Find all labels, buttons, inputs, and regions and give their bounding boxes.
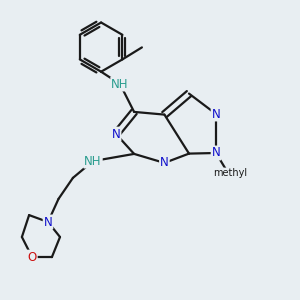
Text: N: N (44, 215, 52, 229)
Text: O: O (28, 250, 37, 264)
Text: methyl: methyl (213, 168, 247, 178)
Text: NH: NH (84, 154, 102, 168)
Text: N: N (212, 107, 220, 121)
Text: N: N (112, 128, 121, 141)
Text: N: N (160, 156, 169, 170)
Text: N: N (212, 146, 220, 160)
Text: NH: NH (111, 77, 129, 91)
